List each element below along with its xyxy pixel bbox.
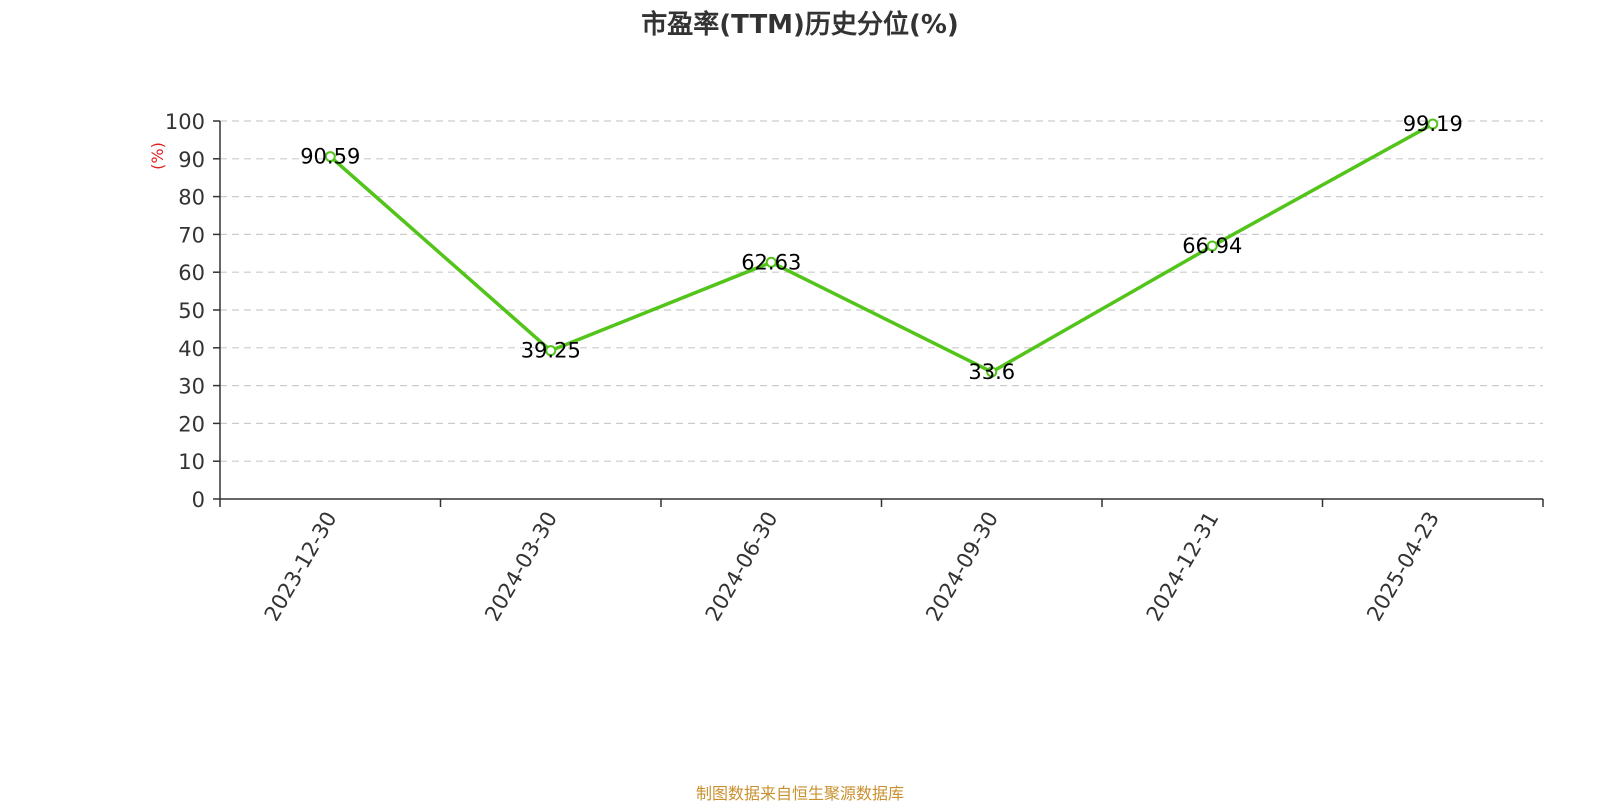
y-tick-label: 20 — [178, 412, 205, 436]
y-tick-label: 60 — [178, 261, 205, 285]
data-labels: 90.59 39.25 62.63 33.6 66.94 99.19 — [300, 112, 1463, 384]
data-label: 33.6 — [968, 360, 1015, 384]
data-label: 90.59 — [300, 145, 360, 169]
data-point — [1427, 118, 1439, 130]
data-points — [324, 118, 1439, 378]
x-tick-label: 2024-03-30 — [480, 508, 562, 626]
y-tick-label: 100 — [165, 110, 205, 134]
y-tick-label: 50 — [178, 299, 205, 323]
data-point — [1206, 240, 1218, 252]
x-tick-label: 2024-06-30 — [701, 508, 783, 626]
source-note: 制图数据来自恒生聚源数据库 — [695, 784, 904, 803]
x-axis-ticks: 2023-12-30 2024-03-30 2024-06-30 2024-09-30… — [219, 499, 1544, 626]
chart-title: 市盈率(TTM)历史分位(%) — [641, 10, 959, 40]
x-tick-label: 2024-12-31 — [1142, 508, 1224, 626]
y-axis-label: (%) — [148, 142, 167, 170]
data-label: 66.94 — [1182, 234, 1242, 258]
data-point — [324, 151, 336, 163]
y-tick-label: 70 — [178, 223, 205, 247]
data-label: 99.19 — [1403, 112, 1463, 136]
y-tick-label: 80 — [178, 186, 205, 210]
x-tick-label: 2023-12-30 — [260, 508, 342, 626]
y-tick-label: 90 — [178, 148, 205, 172]
y-tick-label: 10 — [178, 450, 205, 474]
data-point — [545, 345, 557, 357]
data-label: 39.25 — [521, 339, 581, 363]
data-point — [986, 366, 998, 378]
y-tick-label: 30 — [178, 375, 205, 399]
x-tick-label: 2025-04-23 — [1362, 508, 1444, 626]
x-tick-label: 2024-09-30 — [921, 508, 1003, 626]
series-line — [329, 122, 1434, 374]
y-axis-ticks: 0 10 20 30 40 50 60 70 80 90 100 — [165, 110, 220, 512]
data-point — [765, 256, 777, 268]
gridlines — [220, 120, 1543, 462]
y-tick-label: 40 — [178, 337, 205, 361]
y-tick-label: 0 — [192, 488, 205, 512]
data-label: 62.63 — [741, 250, 801, 274]
